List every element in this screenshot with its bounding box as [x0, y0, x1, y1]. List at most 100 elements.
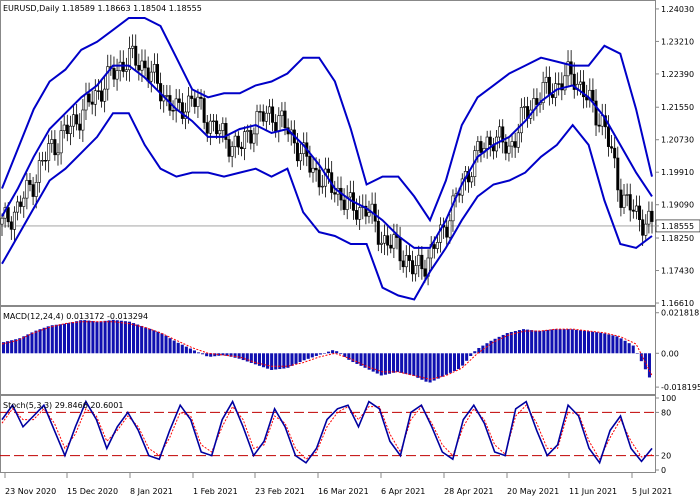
candle-bear [547, 76, 551, 95]
candle-bull [578, 81, 582, 85]
candle-bull [56, 152, 60, 156]
macd-histogram-bar [111, 319, 115, 354]
macd-histogram-bar [331, 350, 335, 354]
candle-bear [613, 147, 617, 159]
candle-bull [280, 110, 284, 117]
candle-bear [398, 237, 402, 262]
candle-bear [6, 207, 10, 223]
macd-histogram-bar [566, 329, 570, 354]
candle-bear [411, 260, 415, 275]
macd-panel-frame [0, 306, 656, 395]
candle-bull [22, 197, 26, 207]
candle-bull [519, 107, 523, 134]
candle-bear [606, 126, 610, 147]
macd-histogram-bar [42, 327, 46, 354]
macd-histogram-bar [647, 353, 651, 378]
macd-histogram-bar [322, 353, 326, 354]
macd-histogram-bar [639, 353, 643, 362]
macd-histogram-bar [558, 329, 562, 354]
candle-bull [255, 111, 259, 135]
macd-histogram-bar [359, 353, 363, 366]
macd-histogram-bar [469, 353, 473, 357]
price-tick-label: 1.17430 [661, 267, 694, 276]
macd-histogram-bar [582, 330, 586, 354]
candle-bull [277, 115, 281, 132]
bollinger-lower-line [1, 112, 653, 301]
macd-histogram-bar [274, 353, 278, 370]
candle-bull [131, 45, 135, 49]
candle-bull [566, 61, 570, 77]
macd-histogram-bar [249, 353, 253, 363]
candle-bear [137, 65, 141, 71]
macd-histogram-bar [201, 353, 205, 355]
candle-bull [392, 234, 396, 249]
candle-bear [333, 192, 337, 195]
price-tick-label: 1.24030 [661, 5, 694, 14]
candle-bear [619, 189, 623, 208]
candle-bear [638, 205, 642, 220]
candle-bear [569, 61, 573, 75]
candle-bull [208, 120, 212, 134]
date-tick-label: 15 Dec 2020 [67, 487, 118, 496]
candle-bull [211, 120, 215, 123]
candle-bear [249, 130, 253, 144]
macd-histogram-bar [160, 333, 164, 354]
candle-bull [435, 242, 439, 249]
macd-histogram-bar [184, 346, 188, 354]
price-tick-label: 1.16610 [661, 299, 694, 308]
macd-histogram-bar [225, 353, 229, 356]
candle-bear [31, 184, 35, 197]
candle-bear [143, 60, 147, 69]
macd-histogram-bar [367, 353, 371, 370]
macd-histogram-bar [485, 343, 489, 354]
candle-bull [218, 130, 222, 135]
macd-histogram-bar [481, 345, 485, 354]
price-tick-label: 1.18555 [661, 222, 694, 231]
candle-bull [34, 182, 38, 197]
candle-bull [62, 124, 66, 132]
candle-bear [432, 244, 436, 249]
date-tick-label: 8 Jan 2021 [130, 487, 173, 496]
macd-histogram-bar [298, 353, 302, 363]
candle-bear [190, 95, 194, 99]
macd-histogram-bar [46, 326, 50, 354]
candle-bull [383, 235, 387, 244]
macd-histogram-bar [314, 353, 318, 356]
macd-histogram-bar [34, 330, 38, 354]
macd-tick-label: -0.018195 [661, 383, 700, 392]
candle-bull [516, 132, 520, 148]
macd-histogram-bar [152, 330, 156, 354]
macd-histogram-bar [58, 324, 62, 354]
price-tick-label: 1.18250 [661, 234, 694, 243]
candle-bear [386, 235, 390, 246]
candle-bull [600, 115, 604, 127]
macd-histogram-bar [424, 353, 428, 382]
candle-bull [16, 201, 20, 213]
candle-bull [522, 106, 526, 108]
candle-bull [498, 126, 502, 138]
candle-bear [582, 81, 586, 98]
candle-bear [239, 146, 243, 149]
candle-bull [367, 212, 371, 217]
candle-bear [488, 136, 492, 146]
candle-bear [560, 83, 564, 91]
macd-histogram-bar [489, 340, 493, 354]
macd-histogram-bar [62, 323, 66, 354]
candle-bull [476, 141, 480, 151]
candle-bull [149, 71, 153, 82]
macd-histogram-bar [635, 353, 639, 354]
candle-bear [193, 98, 197, 107]
macd-histogram-bar [95, 321, 99, 354]
candle-bull [72, 114, 76, 127]
candle-bear [112, 68, 116, 80]
macd-histogram-bar [213, 353, 217, 357]
macd-histogram-bar [643, 353, 647, 370]
candle-bull [59, 130, 63, 154]
candle-bear [224, 123, 228, 140]
macd-histogram-bar [493, 338, 497, 354]
macd-histogram-bar [14, 339, 18, 354]
macd-histogram-bar [400, 353, 404, 373]
macd-histogram-bar [623, 340, 627, 354]
macd-histogram-bar [148, 328, 152, 354]
macd-histogram-bar [509, 331, 513, 354]
